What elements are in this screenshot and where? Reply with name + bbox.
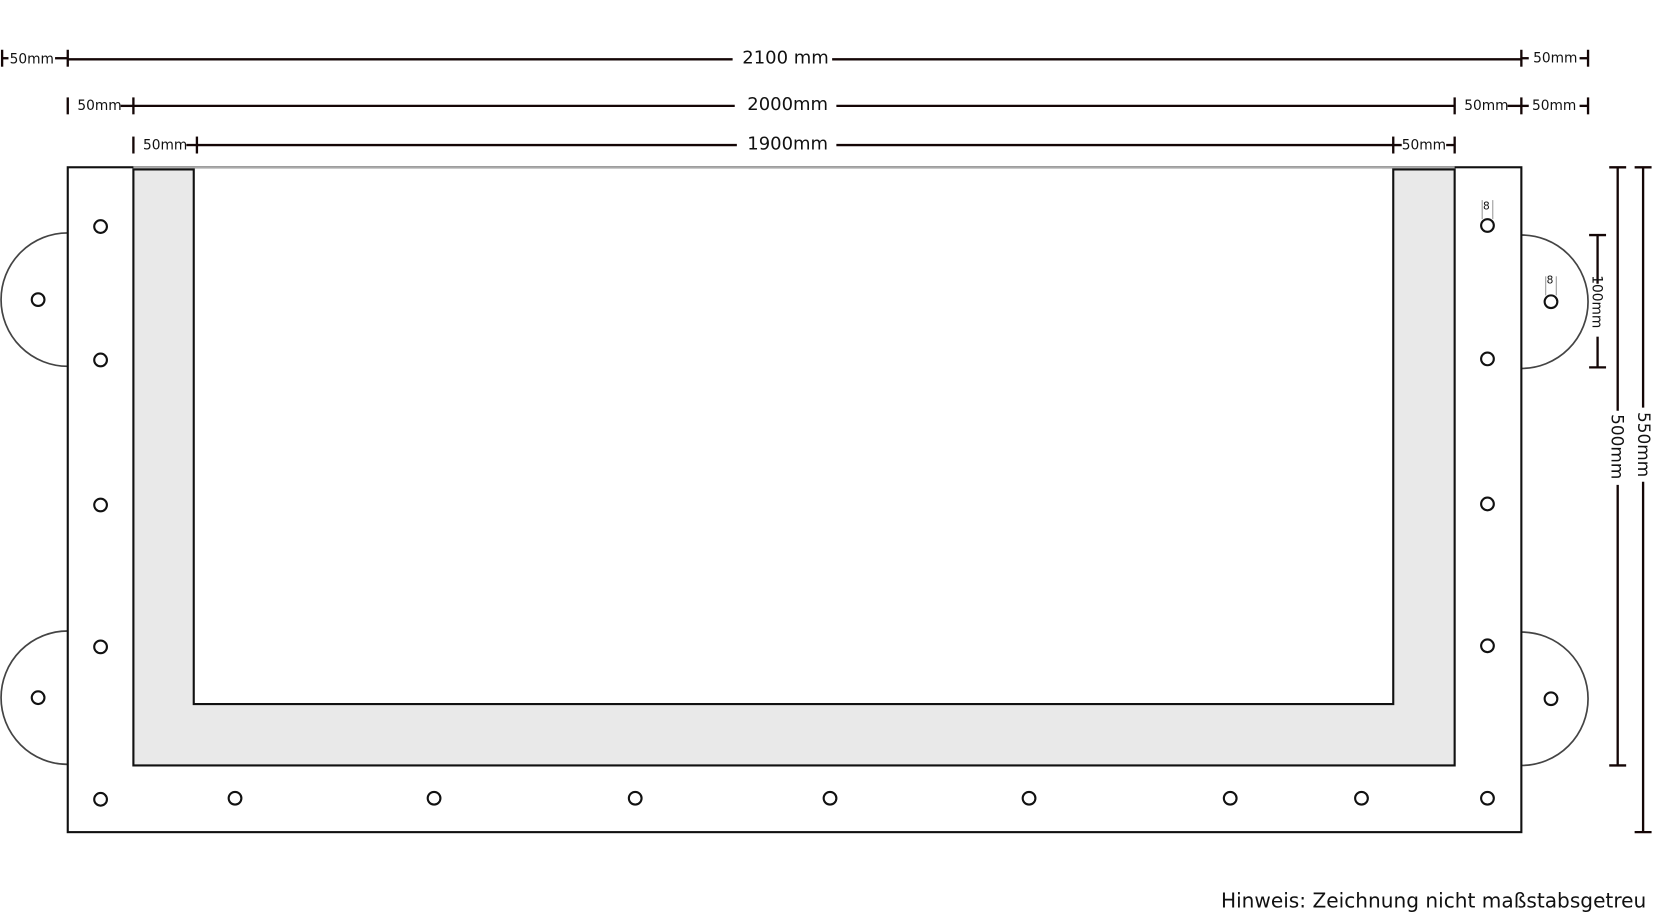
dim-100-label: 100mm — [1588, 275, 1604, 328]
eyelet-hole — [1543, 294, 1559, 310]
dim-500-label: 500mm — [1607, 414, 1627, 479]
eyelet-hole — [93, 639, 108, 655]
dim-2100-label: 2100 mm — [742, 48, 829, 69]
dim-margin-label: 50mm — [1533, 50, 1577, 66]
eyelet-hole — [1480, 638, 1495, 654]
eyelet-hole — [1021, 790, 1037, 806]
eyelet-hole — [1480, 218, 1495, 233]
eyelet-holes — [30, 200, 1559, 807]
dim-margin-label: 50mm — [1532, 98, 1576, 114]
hole-diameter-label: 8 — [1547, 275, 1554, 287]
eyelet-hole — [1222, 790, 1238, 806]
eyelet-hole — [822, 790, 838, 806]
dim-margin-label: 50mm — [143, 137, 187, 153]
dim-margin-label: 50mm — [10, 52, 54, 68]
dim-550-label: 550mm — [1634, 412, 1654, 477]
dim-margin-label: 50mm — [77, 98, 121, 114]
eyelet-hole — [30, 690, 46, 706]
dim-margin-label: 50mm — [1464, 98, 1508, 114]
eyelet-hole — [93, 791, 108, 807]
eyelet-hole — [93, 219, 108, 234]
eyelet-hole — [1480, 351, 1495, 367]
hole-diameter-label: 8 — [1483, 201, 1490, 213]
eyelet-hole — [426, 790, 442, 806]
scale-note: Hinweis: Zeichnung nicht maßstabsgetreu — [1221, 888, 1646, 912]
u-border-strip — [132, 168, 1456, 767]
eyelet-hole — [1354, 790, 1369, 806]
eyelet-hole — [227, 790, 243, 806]
eyelet-hole — [93, 497, 108, 513]
dim-margin-label: 50mm — [1402, 137, 1446, 153]
eyelet-hole — [1480, 790, 1495, 806]
eyelet-hole — [30, 292, 46, 308]
dim-1900-label: 1900mm — [747, 133, 828, 154]
dim-2000-label: 2000mm — [747, 94, 828, 115]
eyelet-hole — [1543, 691, 1559, 707]
eyelet-hole — [627, 790, 643, 806]
eyelet-hole — [1480, 496, 1495, 512]
dimension-lines — [0, 49, 1652, 834]
eyelet-hole — [93, 352, 108, 368]
